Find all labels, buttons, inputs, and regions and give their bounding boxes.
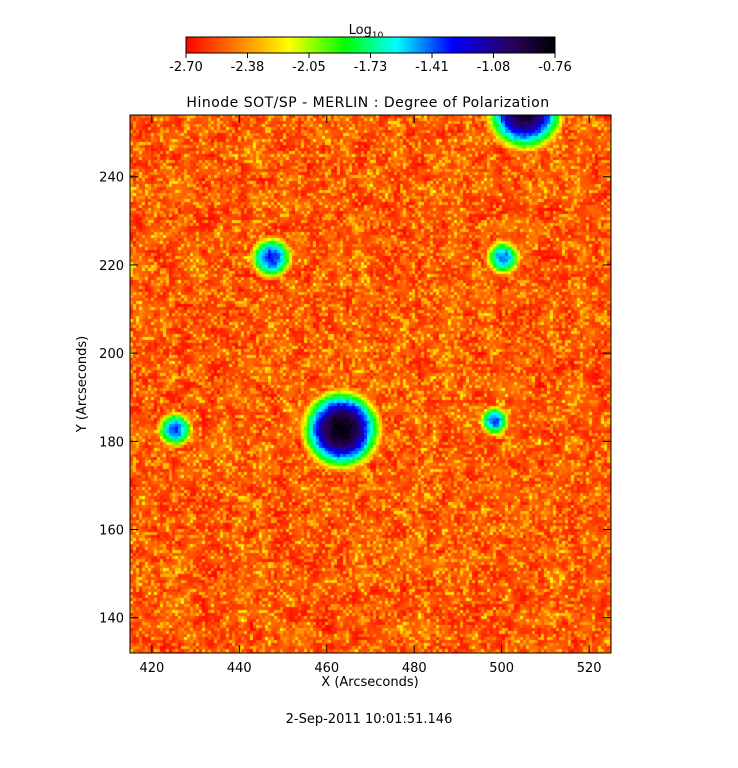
y-tick-label: 180 bbox=[99, 435, 124, 450]
observation-timestamp: 2-Sep-2011 10:01:51.146 bbox=[285, 712, 453, 727]
colorbar-tick-label: -2.38 bbox=[231, 60, 265, 75]
x-tick-label: 520 bbox=[577, 661, 602, 676]
y-axis-ticks: 140 160 180 200 220 240 bbox=[99, 171, 611, 627]
y-tick-label: 200 bbox=[99, 347, 124, 362]
plot-frame bbox=[129, 114, 612, 654]
x-axis-label: X (Arcseconds) bbox=[321, 675, 418, 690]
colorbar-tick-label: -2.70 bbox=[169, 60, 203, 75]
plot-title: Hinode SOT/SP - MERLIN : Degree of Polar… bbox=[186, 95, 549, 111]
colorbar-tick-label: -1.08 bbox=[477, 60, 511, 75]
heatmap-image bbox=[130, 115, 611, 653]
x-axis-ticks: 420 440 460 480 500 520 bbox=[139, 115, 602, 676]
colorbar-title: Log10 bbox=[349, 23, 384, 41]
colorbar-tick-label: -1.41 bbox=[415, 60, 449, 75]
colorbar-tick-label: -2.05 bbox=[292, 60, 326, 75]
x-tick-label: 500 bbox=[489, 661, 514, 676]
y-tick-label: 140 bbox=[99, 612, 124, 627]
y-tick-label: 160 bbox=[99, 524, 124, 539]
colorbar-tick-label: -1.73 bbox=[354, 60, 388, 75]
y-tick-label: 240 bbox=[99, 171, 124, 186]
x-tick-label: 460 bbox=[314, 661, 339, 676]
x-tick-label: 440 bbox=[227, 661, 252, 676]
y-axis-label: Y (Arcseconds) bbox=[75, 336, 90, 433]
x-tick-label: 480 bbox=[402, 661, 427, 676]
y-tick-label: 220 bbox=[99, 259, 124, 274]
colorbar: Log10 -2.70 -2.38 -2.05 -1.73 -1.41 -1.08 -0.7… bbox=[169, 23, 572, 75]
colorbar-ticks: -2.70 -2.38 -2.05 -1.73 -1.41 -1.08 -0.76 bbox=[169, 53, 572, 75]
colorbar-tick-label: -0.76 bbox=[538, 60, 572, 75]
colorbar-gradient bbox=[185, 36, 556, 54]
x-tick-label: 420 bbox=[139, 661, 164, 676]
